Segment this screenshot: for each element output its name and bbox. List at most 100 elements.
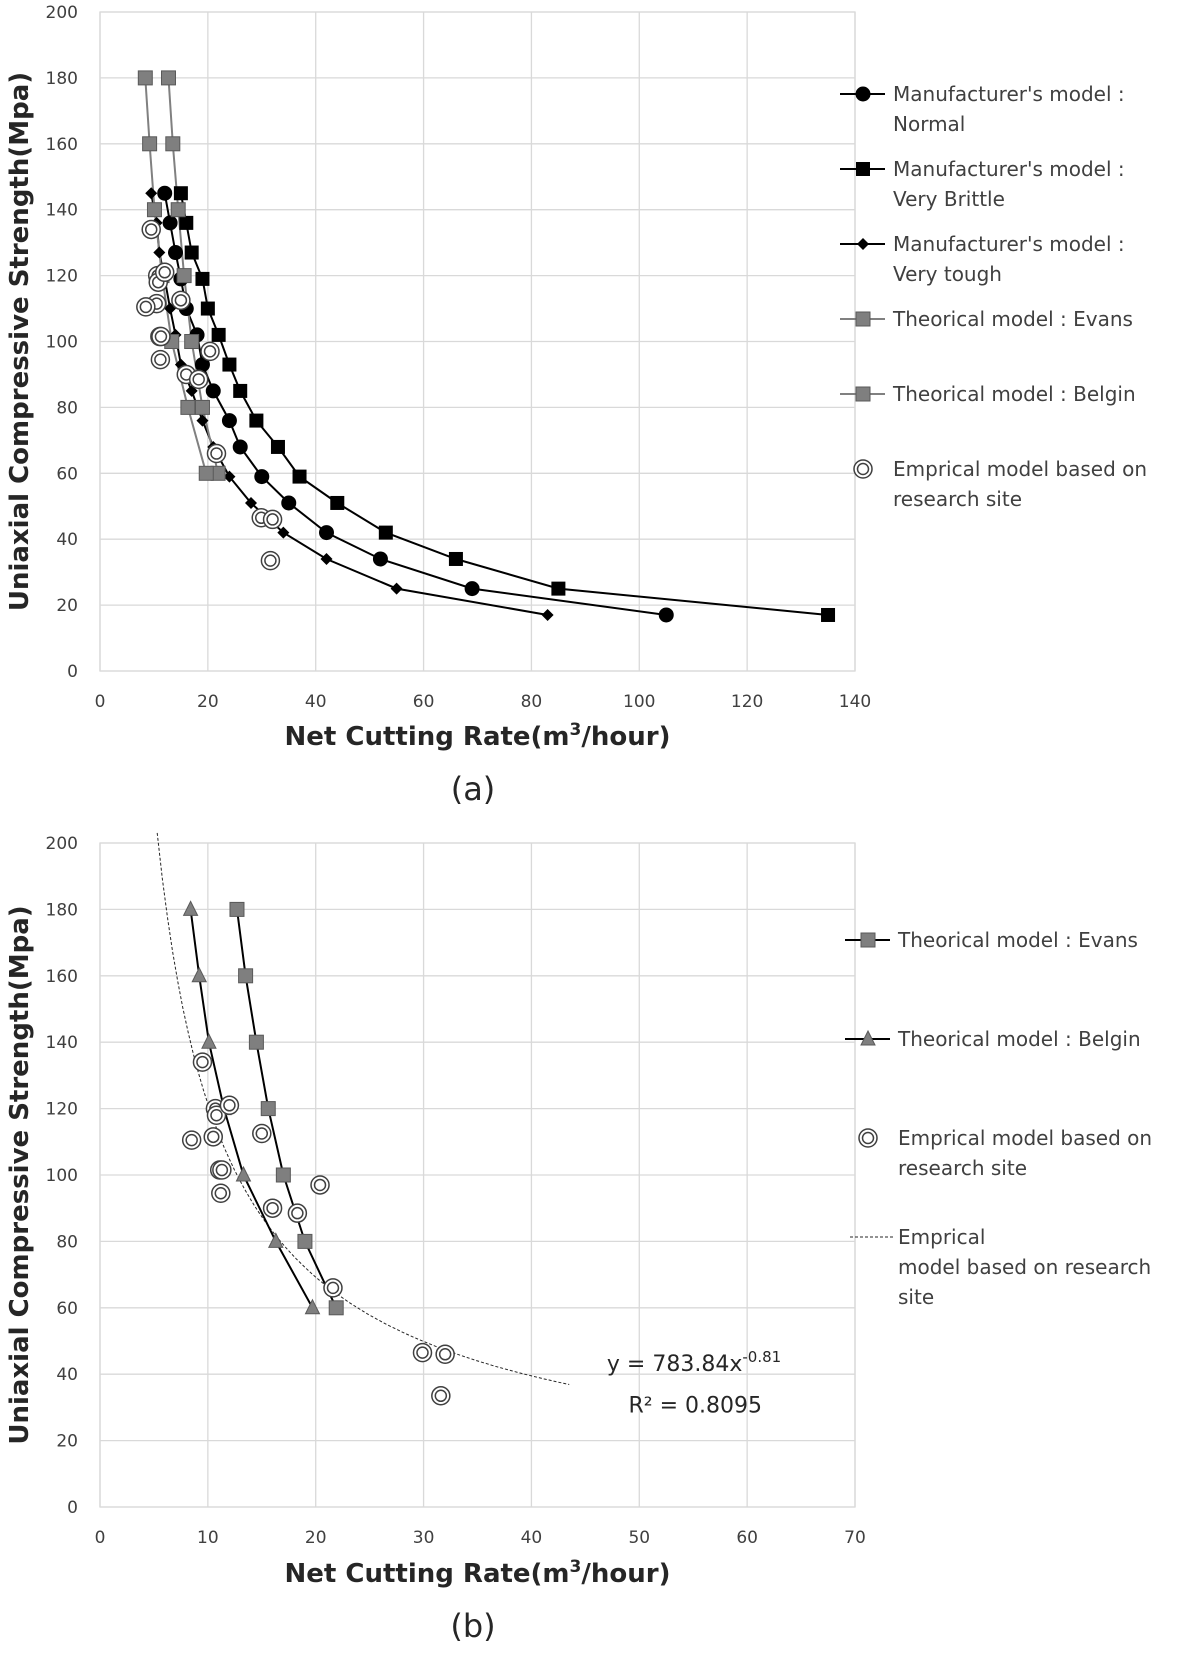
- series-line-0: [163, 193, 667, 616]
- legend-label: model based on research: [898, 1255, 1151, 1279]
- legend-label: research site: [893, 487, 1022, 511]
- data-point-s2: [277, 526, 290, 539]
- legend-label: research site: [898, 1156, 1027, 1180]
- data-point-s0: [248, 1034, 264, 1050]
- legend-label: Very tough: [893, 262, 1002, 286]
- marker-inner-ring: [158, 266, 171, 279]
- marker-outer-ring: [181, 1130, 202, 1150]
- x-tick-label: 10: [197, 1528, 219, 1548]
- legend-marker: [855, 86, 871, 102]
- marker-inner-ring: [207, 1130, 220, 1144]
- y-tick-label: 60: [56, 464, 78, 484]
- data-point-s0: [372, 551, 388, 567]
- data-point-s3: [170, 202, 186, 218]
- marker-outer-ring: [323, 1278, 343, 1298]
- y-tick-label: 80: [56, 1232, 78, 1252]
- x-tick-label: 70: [844, 1528, 866, 1548]
- marker-outer-ring: [252, 1123, 272, 1144]
- data-point-s0: [297, 1233, 313, 1249]
- marker-outer-ring: [188, 369, 209, 390]
- x-axis-title-end: /hour): [581, 722, 670, 752]
- data-point-s2: [252, 1123, 272, 1144]
- data-point-s1: [184, 245, 199, 260]
- chart-panel-b: 0 20 40 60 80 100 120 140 160 180 200 0 10 20 30 40 50 60…: [5, 832, 1152, 1645]
- marker-outer-ring: [154, 262, 175, 283]
- marker-inner-ring: [214, 1187, 228, 1200]
- legend-entry-2: Manufacturer's model : Very tough: [840, 232, 1125, 286]
- marker-inner-ring: [416, 1346, 429, 1359]
- marker-inner-ring: [266, 513, 279, 526]
- data-point-s0: [205, 383, 221, 399]
- marker-outer-ring: [262, 509, 283, 530]
- marker-outer-ring: [171, 290, 191, 311]
- y-tick-label: 0: [67, 1498, 78, 1518]
- marker-inner-ring: [861, 1131, 875, 1145]
- legend-marker: [860, 1029, 876, 1046]
- data-point-s3: [160, 70, 176, 86]
- data-point-s2: [431, 1386, 451, 1406]
- y-tick-label: 180: [46, 69, 78, 89]
- marker-outer-ring: [136, 297, 156, 317]
- marker-inner-ring: [144, 223, 158, 236]
- marker-outer-ring: [206, 443, 227, 464]
- data-point-s3: [194, 399, 210, 415]
- legend-label: Theorical model : Evans: [897, 928, 1138, 952]
- data-point-s5: [141, 219, 161, 240]
- legend-marker: [853, 459, 873, 479]
- marker-inner-ring: [154, 330, 168, 343]
- y-tick-label: 200: [46, 3, 78, 23]
- data-point-s4: [180, 399, 196, 415]
- data-point-s2: [310, 1175, 330, 1195]
- y-tick-label: 60: [56, 1299, 78, 1319]
- y-tick-label: 80: [56, 398, 78, 418]
- data-point-s0: [658, 607, 674, 623]
- data-point-s1: [551, 581, 566, 596]
- data-point-s5: [151, 326, 171, 347]
- legend-label: Emprical model based on: [893, 457, 1147, 481]
- legend-label: Very Brittle: [893, 187, 1005, 211]
- data-point-s2: [223, 470, 236, 483]
- marker-inner-ring: [266, 1201, 279, 1215]
- data-point-s1: [201, 1033, 217, 1049]
- y-tick-label: 160: [46, 135, 78, 155]
- legend-entry-1: Theorical model : Belgin: [845, 1027, 1141, 1051]
- marker-outer-ring: [858, 1128, 878, 1148]
- legend-marker: [857, 238, 869, 250]
- marker-inner-ring: [210, 1108, 223, 1122]
- marker-inner-ring: [192, 373, 205, 386]
- marker-inner-ring: [313, 1178, 327, 1192]
- data-point-s2: [320, 552, 333, 565]
- data-point-s1: [821, 607, 836, 622]
- data-point-s1: [182, 900, 199, 916]
- y-tick-label: 160: [46, 967, 78, 987]
- legend-label: Manufacturer's model :: [893, 157, 1125, 181]
- data-point-s1: [330, 495, 345, 510]
- y-tick-label: 200: [46, 834, 78, 854]
- data-point-s2: [390, 582, 403, 595]
- x-axis-title-sup: 3: [570, 1557, 582, 1577]
- data-point-s0: [275, 1167, 291, 1183]
- data-point-s5: [260, 550, 281, 571]
- x-axis-title-end: /hour): [581, 1559, 670, 1589]
- y-tick-label: 20: [56, 1432, 78, 1452]
- y-tick-label: 20: [56, 596, 78, 616]
- series-line-2: [150, 193, 548, 616]
- y-tick-label: 140: [46, 1033, 78, 1053]
- data-point-s3: [176, 268, 192, 284]
- data-point-s2: [153, 246, 166, 259]
- x-tick-label: 20: [305, 1528, 327, 1548]
- data-point-s2: [541, 608, 554, 621]
- data-point-s1: [173, 186, 188, 201]
- marker-inner-ring: [139, 300, 153, 314]
- series-line-1: [179, 193, 829, 616]
- legend-entry-3: Theorical model : Evans: [840, 307, 1133, 331]
- data-point-s4: [198, 465, 214, 481]
- marker-outer-ring: [200, 341, 220, 362]
- marker-outer-ring: [262, 1198, 283, 1218]
- marker-inner-ring: [434, 1389, 448, 1403]
- x-tick-label: 30: [413, 1528, 435, 1548]
- marker-outer-ring: [211, 1183, 231, 1204]
- data-point-s2: [245, 496, 257, 509]
- data-point-s4: [142, 136, 158, 152]
